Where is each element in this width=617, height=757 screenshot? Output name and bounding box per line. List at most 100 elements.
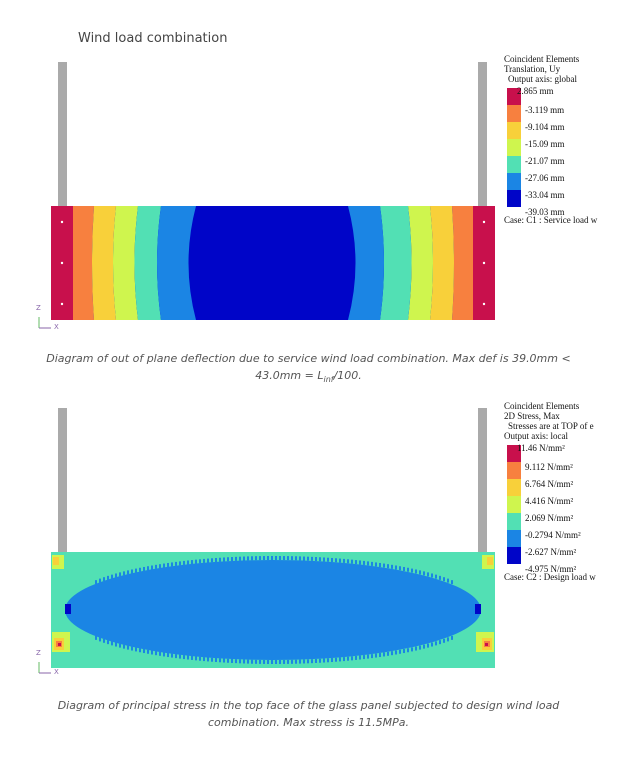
mesh-tooth (427, 572, 429, 577)
mesh-tooth (235, 556, 237, 561)
mesh-tooth (379, 562, 381, 567)
axis-x-label: X (54, 668, 59, 676)
mesh-tooth (343, 558, 345, 563)
mesh-tooth (451, 580, 453, 585)
mesh-tooth (435, 641, 437, 646)
mesh-tooth (139, 567, 141, 572)
mesh-tooth (427, 643, 429, 648)
mesh-tooth (387, 564, 389, 569)
mesh-tooth (351, 559, 353, 564)
axis-x-label: X (54, 323, 59, 331)
mesh-tooth (335, 558, 337, 563)
legend-value: -4.975 N/mm² (525, 564, 577, 574)
mesh-tooth (159, 651, 161, 656)
legend-value: -39.03 mm (525, 207, 565, 217)
mesh-tooth (119, 643, 121, 648)
legend-scale: 2.865 mm -3.119 mm -9.104 mm -15.09 mm -… (507, 86, 597, 217)
mesh-tooth (363, 560, 365, 565)
mesh-tooth (351, 656, 353, 661)
mesh-tooth (419, 570, 421, 575)
legend-case: Case: C2 : Design load w (504, 572, 596, 582)
mesh-tooth (151, 565, 153, 570)
mesh-tooth (371, 561, 373, 566)
mesh-tooth (423, 571, 425, 576)
mesh-tooth (275, 659, 277, 664)
mesh-tooth (239, 556, 241, 561)
mesh-tooth (259, 659, 261, 664)
mesh-tooth (183, 560, 185, 565)
mesh-tooth (239, 659, 241, 664)
right-post (478, 408, 487, 556)
legend-swatch (507, 122, 521, 139)
figure2-caption: Diagram of principal stress in the top f… (0, 697, 617, 731)
mesh-tooth (363, 655, 365, 660)
mesh-tooth (307, 556, 309, 561)
mesh-tooth (407, 567, 409, 572)
mesh-tooth (311, 659, 313, 664)
mesh-tooth (267, 556, 269, 561)
legend-header-line: Translation, Uy (504, 64, 561, 74)
legend-header-line: Coincident Elements (504, 54, 580, 64)
mesh-tooth (219, 557, 221, 562)
mesh-tooth (323, 557, 325, 562)
mesh-tooth (111, 574, 113, 579)
mesh-tooth (411, 568, 413, 573)
mesh-tooth (255, 556, 257, 561)
legend-value: -2.627 N/mm² (525, 547, 577, 557)
legend-scale: 11.46 N/mm² 9.112 N/mm² 6.764 N/mm² 4.41… (507, 443, 596, 574)
mesh-tooth (383, 563, 385, 568)
legend-swatch (507, 139, 521, 156)
mesh-tooth (359, 560, 361, 565)
legend-swatch (507, 530, 521, 547)
mesh-tooth (131, 569, 133, 574)
mesh-tooth (411, 647, 413, 652)
left-post (58, 408, 67, 556)
caption-line: Diagram of out of plane deflection due t… (46, 352, 571, 365)
mesh-tooth (375, 562, 377, 567)
mesh-tooth (243, 556, 245, 561)
mesh-tooth (247, 659, 249, 664)
mesh-tooth (391, 564, 393, 569)
mesh-tooth (211, 657, 213, 662)
mesh-tooth (307, 659, 309, 664)
mesh-tooth (403, 566, 405, 571)
caption-line: combination. Max stress is 11.5MPa. (208, 716, 409, 729)
mesh-tooth (111, 641, 113, 646)
figure1-caption: Diagram of out of plane deflection due t… (0, 350, 617, 388)
mesh-tooth (123, 644, 125, 649)
mesh-tooth (419, 645, 421, 650)
legend-value: -9.104 mm (525, 122, 565, 132)
legend-swatch (507, 88, 521, 105)
mesh-tooth (143, 649, 145, 654)
mesh-tooth (163, 652, 165, 657)
mesh-tooth (347, 656, 349, 661)
mesh-tooth (287, 659, 289, 664)
mesh-tooth (179, 561, 181, 566)
mesh-tooth (223, 557, 225, 562)
legend-value: -15.09 mm (525, 139, 565, 149)
legend-value: -0.2794 N/mm² (525, 530, 581, 540)
mesh-serration (95, 556, 453, 664)
mesh-tooth (375, 653, 377, 658)
mesh-tooth (95, 635, 97, 640)
legend-value: 2.865 mm (517, 86, 554, 96)
mesh-tooth (315, 658, 317, 663)
mesh-tooth (251, 659, 253, 664)
mesh-tooth (203, 657, 205, 662)
mesh-tooth (443, 577, 445, 582)
legend-header-line: Output axis: local (504, 431, 568, 441)
legend-header-line: Output axis: global (508, 74, 577, 84)
mesh-tooth (211, 558, 213, 563)
mesh-tooth (127, 570, 129, 575)
mesh-tooth (135, 568, 137, 573)
legend-swatch (507, 105, 521, 122)
mesh-tooth (263, 556, 265, 561)
mesh-tooth (287, 556, 289, 561)
mesh-tooth (395, 565, 397, 570)
mesh-tooth (263, 659, 265, 664)
mesh-tooth (139, 648, 141, 653)
stress-legend: Coincident Elements 2D Stress, Max Stres… (504, 401, 596, 582)
mesh-tooth (195, 559, 197, 564)
mesh-tooth (291, 556, 293, 561)
legend-swatch (507, 496, 521, 513)
